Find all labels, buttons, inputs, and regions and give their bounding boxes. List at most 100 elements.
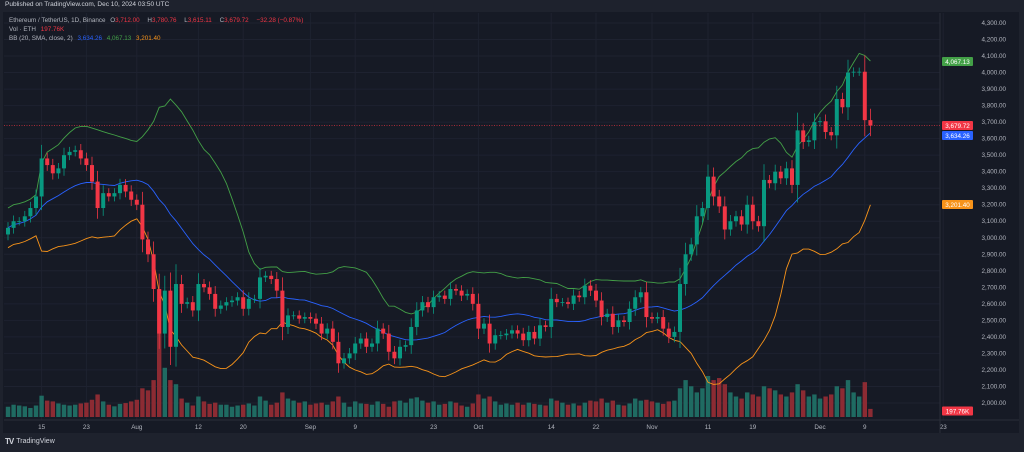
volume-bar — [593, 401, 599, 417]
candle-body — [655, 317, 660, 319]
legend-close: C3,679.72 — [220, 17, 252, 24]
candle-body — [521, 333, 526, 341]
candle-body — [818, 121, 822, 123]
volume-bar — [196, 396, 201, 417]
volume-bar — [229, 406, 235, 417]
volume-bar — [39, 395, 44, 417]
candle-body — [409, 326, 414, 346]
volume-bar — [627, 403, 632, 417]
volume-bar — [543, 405, 548, 417]
y-tick-label: 3,300.00 — [981, 185, 1006, 192]
candle-body — [498, 335, 503, 337]
volume-bar — [381, 403, 386, 417]
volume-label[interactable]: Vol · ETH — [9, 26, 36, 33]
candle-body — [134, 199, 139, 205]
legend-symbol[interactable]: Ethereum / TetherUS, 1D, Binance — [9, 17, 106, 24]
candle-body — [34, 196, 38, 209]
candle-body — [482, 323, 486, 329]
x-tick-label: 9 — [863, 424, 867, 431]
y-tick-label: 4,000.00 — [981, 70, 1006, 77]
volume-bar — [50, 401, 55, 417]
legend-low: L3,615.11 — [184, 17, 215, 24]
candle-body — [560, 302, 565, 303]
bb-basis-price-label: 3,634.26 — [945, 133, 970, 140]
volume-bar — [845, 380, 851, 417]
volume-bar — [358, 403, 363, 417]
candle-body — [269, 275, 274, 280]
x-tick-label: 22 — [592, 424, 600, 431]
x-tick-label: 23 — [83, 424, 91, 431]
candle-body — [454, 288, 458, 291]
candle-body — [543, 325, 548, 327]
y-tick-label: 3,900.00 — [981, 86, 1006, 93]
volume-bar — [453, 402, 459, 417]
volume-bar — [151, 380, 156, 417]
candle-body — [532, 331, 537, 339]
candle-body — [644, 292, 649, 318]
volume-bar — [414, 397, 419, 417]
volume-bar — [162, 367, 167, 417]
volume-bar — [515, 402, 520, 417]
y-tick-label: 2,600.00 — [981, 301, 1006, 308]
volume-bar — [129, 401, 134, 417]
y-tick-label: 2,200.00 — [981, 367, 1006, 374]
volume-bar — [241, 404, 246, 417]
candle-body — [319, 323, 324, 334]
candle-body — [174, 284, 178, 347]
volume-bar — [638, 400, 643, 417]
candle-body — [767, 179, 772, 184]
candle-body — [739, 216, 744, 225]
candle-body — [448, 288, 453, 299]
volume-bar — [123, 403, 128, 417]
candle-body — [672, 331, 677, 337]
volume-bar — [61, 404, 67, 417]
volume-bar — [711, 380, 716, 417]
volume-bar — [425, 402, 431, 417]
bb-upper-value: 4,067.13 — [106, 35, 132, 42]
candle-body — [700, 208, 705, 217]
candle-body — [386, 333, 391, 352]
candle-body — [493, 335, 498, 344]
footer-brand[interactable]: TradingView — [16, 438, 55, 445]
bb-label[interactable]: BB (20, SMA, close, 2) — [9, 35, 73, 42]
candle-body — [605, 313, 610, 318]
volume-bar — [84, 402, 89, 417]
volume-bar — [330, 401, 335, 417]
candle-body — [106, 193, 111, 197]
volume-bar — [868, 408, 873, 417]
volume-bar — [806, 396, 811, 417]
candle-body — [582, 285, 587, 298]
y-tick-label: 2,400.00 — [981, 334, 1006, 341]
candle-body — [314, 318, 318, 324]
volume-bar — [17, 405, 22, 417]
candle-body — [722, 206, 727, 230]
candle-body — [431, 297, 436, 308]
x-tick-label: Oct — [474, 424, 484, 431]
volume-bar — [235, 405, 240, 417]
x-tick-label: Nov — [646, 424, 658, 431]
volume-bar — [840, 388, 845, 417]
candle-body — [834, 98, 839, 136]
volume-bar — [325, 404, 330, 417]
volume-bar — [778, 394, 783, 417]
candle-body — [812, 122, 817, 141]
volume-bar — [257, 396, 263, 417]
volume-bar — [526, 402, 531, 417]
volume-bar — [218, 404, 223, 417]
volume-bar — [22, 406, 27, 417]
candle-body — [846, 72, 850, 108]
candle-body — [728, 221, 733, 230]
volume-bar — [207, 403, 212, 417]
candle-body — [678, 284, 682, 332]
candle-body — [39, 158, 44, 197]
volume-bar — [537, 404, 543, 417]
last-price-label-box — [942, 120, 973, 130]
volume-bar — [392, 401, 397, 417]
x-tick-label: 14 — [548, 424, 556, 431]
candle-body — [246, 298, 251, 309]
volume-bar — [112, 406, 117, 417]
last-price-label: 3,679.72 — [945, 123, 970, 130]
candle-body — [470, 293, 475, 304]
candle-body — [398, 346, 402, 359]
